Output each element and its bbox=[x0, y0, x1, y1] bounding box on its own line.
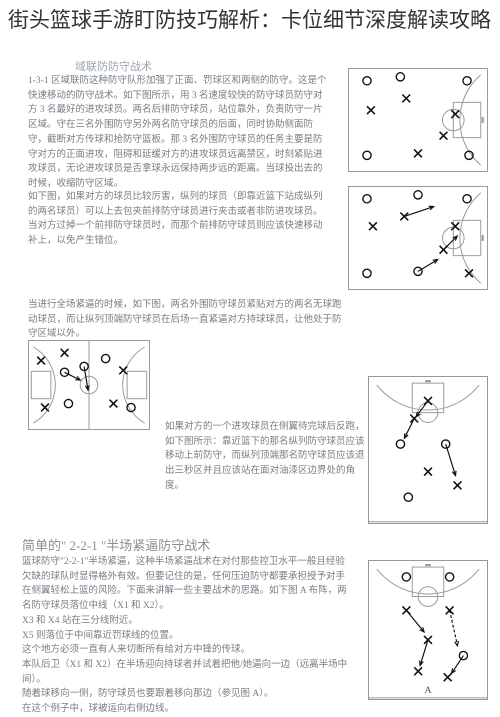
p5e: 本队后卫（X1 和 X2）在半场迎向持球者并试着把他/她逼向一边（远离半场中间）… bbox=[22, 658, 352, 687]
diagram-1 bbox=[348, 68, 488, 172]
p5d: 这个地方必须一直有人来切断所有给对方中锋的传球。 bbox=[22, 643, 352, 658]
paragraph-1: 1-3-1 区域联防这种防守队形加强了正面、罚球区和两侧的防守。这是个快速移动的… bbox=[28, 74, 328, 192]
paragraph-4: 如果对方的一个进攻球员在侧翼待完球后反跑，如下图所示：靠近篮下的那名纵列防守球员… bbox=[165, 420, 365, 494]
p5f: 随着球移向一侧，防守球员也要跟着移向那边（参见图 A）。 bbox=[22, 687, 352, 702]
paragraph-2: 如下图，如果对方的球员比较厉害，纵列的球员（即靠近篮下站成纵列的两名球员）可以上… bbox=[28, 190, 328, 249]
paragraph-5: 篮球防守"2-2-1"半场紧逼，这种半场紧逼战术在对付那些控卫水平一般且经验欠缺… bbox=[22, 555, 352, 717]
p5b: X3 和 X4 站在三分线附近。 bbox=[22, 614, 352, 629]
section-title: 简单的" 2-2-1 "半场紧逼防守战术 bbox=[22, 535, 210, 554]
p5c: X5 则落位于中间靠近罚球线的位置。 bbox=[22, 629, 352, 644]
svg-text:A: A bbox=[424, 685, 432, 696]
p5g: 在这个例子中，球被运向右侧边线。 bbox=[22, 702, 352, 717]
page-title: 街头篮球手游盯防技巧解析：卡位细节深度解读攻略 bbox=[0, 0, 500, 38]
paragraph-3: 当进行全场紧逼的时候，如下图，两名外围防守球员紧贴对方的两名无球跑动球员，而让纵… bbox=[28, 298, 348, 342]
subtitle: 域联防防守战术 bbox=[75, 58, 152, 74]
diagram-5: A bbox=[368, 560, 488, 700]
p5a: 篮球防守"2-2-1"半场紧逼，这种半场紧逼战术在对付那些控卫水平一般且经验欠缺… bbox=[22, 555, 352, 614]
diagram-2 bbox=[348, 186, 488, 290]
diagram-4 bbox=[368, 376, 488, 524]
diagram-3 bbox=[28, 340, 150, 430]
